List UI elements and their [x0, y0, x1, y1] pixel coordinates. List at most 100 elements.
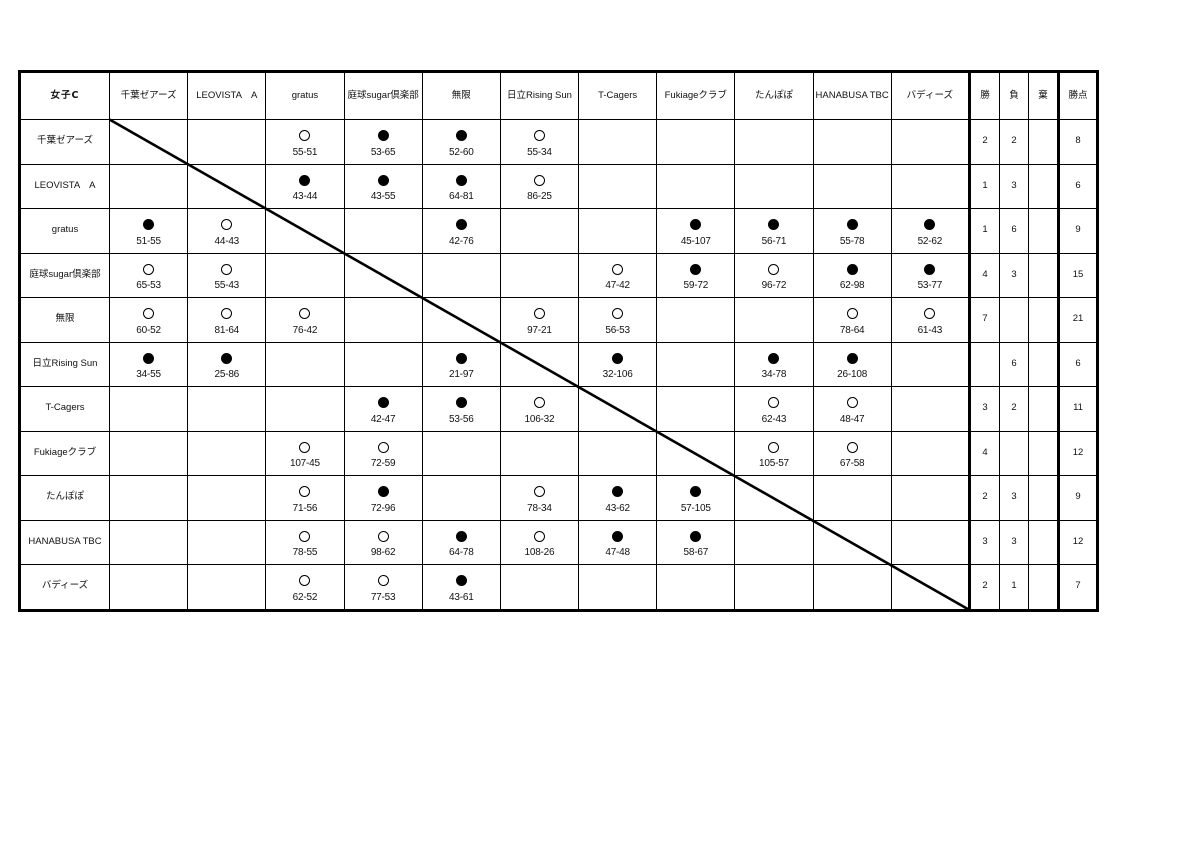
match-score: 51-55	[136, 235, 161, 247]
match-cell	[734, 564, 814, 612]
match-cell	[187, 163, 267, 209]
loss-count: 1	[999, 564, 1029, 612]
loss-circle-icon	[455, 130, 467, 142]
match-score: 64-81	[448, 191, 474, 203]
loss-count: 3	[999, 519, 1029, 565]
match-cell	[499, 430, 580, 476]
points-total: 7	[1057, 564, 1098, 612]
match-score: 105-57	[758, 458, 789, 470]
match-result-marker	[110, 261, 187, 275]
win-circle-icon	[768, 441, 780, 453]
match-cell: 52-62	[890, 208, 972, 254]
win-count: 7	[969, 297, 1000, 343]
match-cell: 25-86	[187, 341, 267, 387]
forfeit-count	[1028, 163, 1059, 209]
match-score: 86-25	[527, 191, 552, 203]
match-result-marker	[814, 439, 891, 453]
match-result-marker	[345, 172, 422, 186]
match-result-marker	[110, 306, 187, 320]
points-total: 21	[1057, 297, 1098, 343]
loss-count: 6	[999, 208, 1029, 254]
forfeit-count	[1028, 341, 1059, 387]
match-result-marker	[266, 128, 343, 142]
match-score: 43-61	[448, 591, 474, 603]
match-cell: 56-71	[734, 208, 814, 254]
row-header-team-3: 庭球sugar倶楽部	[19, 252, 110, 298]
match-cell: 71-56	[265, 475, 345, 521]
match-cell: 47-48	[578, 519, 658, 565]
match-result-marker	[735, 439, 812, 453]
win-count: 4	[969, 430, 1000, 476]
column-header-team-9: HANABUSA TBC	[812, 71, 892, 120]
forfeit-count	[1028, 252, 1059, 298]
match-cell	[890, 386, 972, 432]
loss-circle-icon	[143, 352, 155, 364]
win-circle-icon	[768, 397, 780, 409]
match-cell	[265, 208, 345, 254]
match-cell	[812, 564, 892, 612]
match-cell	[499, 341, 580, 387]
match-cell: 81-64	[187, 297, 267, 343]
match-result-marker	[814, 261, 891, 275]
match-cell	[499, 564, 580, 612]
match-result-marker	[501, 484, 578, 498]
match-score: 52-62	[917, 235, 943, 247]
match-result-marker	[657, 217, 734, 231]
match-cell	[656, 119, 736, 165]
match-result-marker	[579, 306, 656, 320]
match-score: 47-42	[605, 280, 630, 292]
win-circle-icon	[612, 263, 624, 275]
column-header-team-10: バディーズ	[890, 71, 972, 120]
win-circle-icon	[533, 530, 545, 542]
match-cell: 59-72	[656, 252, 736, 298]
match-cell: 97-21	[499, 297, 580, 343]
match-result-marker	[814, 395, 891, 409]
match-score: 42-47	[370, 413, 396, 425]
match-score: 59-72	[683, 280, 709, 292]
loss-circle-icon	[299, 174, 311, 186]
match-score: 21-97	[448, 369, 474, 381]
match-cell: 105-57	[734, 430, 814, 476]
win-count: 2	[969, 564, 1000, 612]
match-result-marker	[501, 172, 578, 186]
match-cell	[578, 208, 658, 254]
match-cell: 57-105	[656, 475, 736, 521]
forfeit-count	[1028, 475, 1059, 521]
match-result-marker	[579, 528, 656, 542]
win-circle-icon	[221, 219, 233, 231]
table-row: 無限 60-52 81-64 76-42 97-21 56-53 78-64 61-43 7 21	[19, 297, 1098, 343]
match-cell: 64-81	[421, 163, 501, 209]
match-cell: 32-106	[578, 341, 658, 387]
points-total: 9	[1057, 208, 1098, 254]
match-cell: 51-55	[108, 208, 189, 254]
match-cell: 43-55	[343, 163, 423, 209]
match-result-marker	[423, 128, 500, 142]
match-cell: 60-52	[108, 297, 189, 343]
column-header-team-1: LEOVISTA A	[187, 71, 267, 120]
loss-count	[999, 430, 1029, 476]
match-result-marker	[345, 528, 422, 542]
loss-circle-icon	[924, 263, 936, 275]
forfeit-count	[1028, 386, 1059, 432]
loss-circle-icon	[924, 219, 936, 231]
forfeit-count	[1028, 430, 1059, 476]
match-cell	[343, 341, 423, 387]
match-cell	[187, 430, 267, 476]
match-cell: 55-51	[265, 119, 345, 165]
match-result-marker	[423, 395, 500, 409]
win-circle-icon	[299, 486, 311, 498]
match-score: 78-55	[292, 547, 318, 559]
table-title: 女子C	[19, 71, 110, 120]
match-cell: 34-55	[108, 341, 189, 387]
match-score: 72-59	[370, 458, 396, 470]
match-cell	[890, 119, 972, 165]
match-cell	[890, 341, 972, 387]
forfeit-count	[1028, 564, 1059, 612]
win-circle-icon	[377, 441, 389, 453]
match-cell	[656, 341, 736, 387]
match-score: 58-67	[683, 547, 709, 559]
match-result-marker	[579, 484, 656, 498]
match-result-marker	[188, 306, 265, 320]
match-result-marker	[423, 573, 500, 587]
match-score: 55-78	[839, 235, 865, 247]
